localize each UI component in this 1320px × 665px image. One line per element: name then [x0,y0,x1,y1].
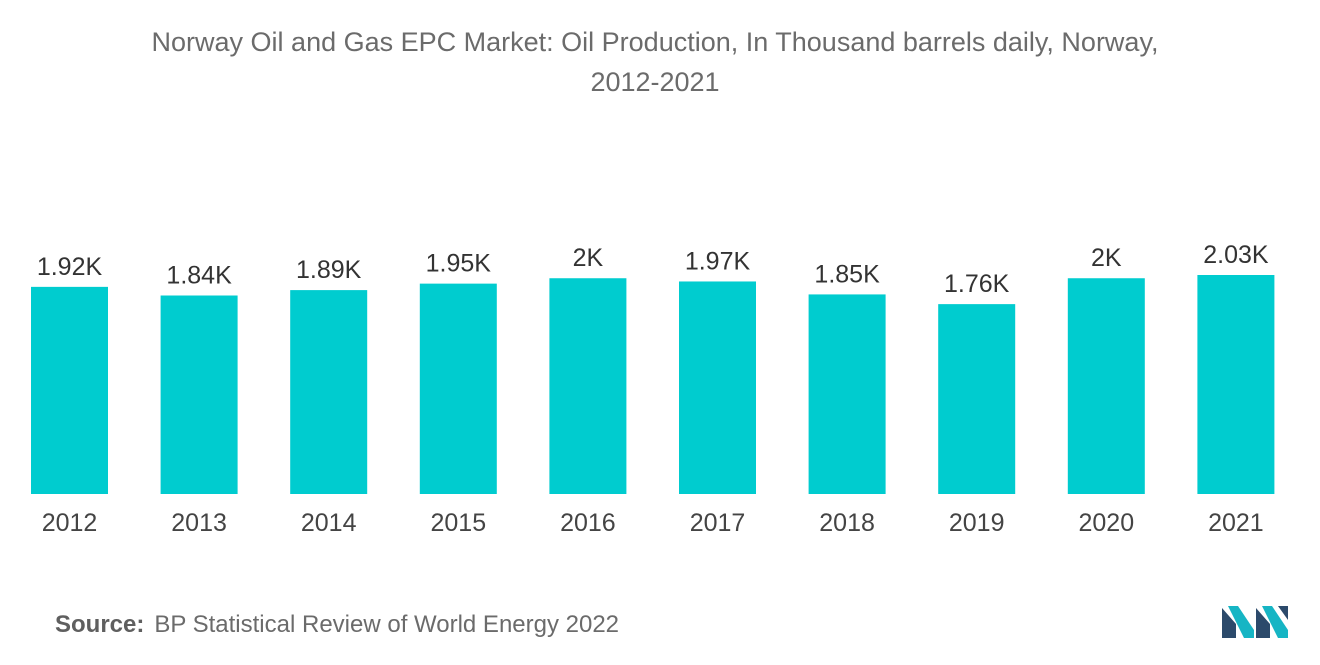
bar-2012 [31,286,108,494]
chart-title-line-2: 2012-2021 [590,67,720,97]
bar-value-label-2016: 2K [573,244,604,272]
x-tick-label-2019: 2019 [949,509,1005,537]
bar-value-label-2019: 1.76K [944,270,1010,298]
bar-value-label-2015: 1.95K [426,250,492,278]
x-tick-label-2017: 2017 [690,509,746,537]
chart-title: Norway Oil and Gas EPC Market: Oil Produ… [0,22,1310,102]
x-tick-label-2015: 2015 [430,509,486,537]
bar-2015 [419,283,497,494]
x-tick-label-2013: 2013 [171,509,227,537]
chart-title-line-1: Norway Oil and Gas EPC Market: Oil Produ… [151,27,1159,57]
bar-2018 [808,294,886,494]
bar-value-label-2018: 1.85K [814,260,880,288]
bar-2019 [938,304,1016,494]
source-text: BP Statistical Review of World Energy 20… [154,611,620,638]
bar-2020 [1067,278,1145,494]
bar-value-label-2013: 1.84K [166,261,232,289]
source-label: Source: [55,611,145,638]
bar-value-label-2014: 1.89K [296,256,362,284]
bar-value-label-2020: 2K [1091,244,1122,272]
bar-2014 [290,290,368,494]
x-tick-label-2014: 2014 [301,509,357,537]
x-tick-label-2021: 2021 [1208,509,1264,537]
x-tick-label-2018: 2018 [819,509,875,537]
x-tick-label-2012: 2012 [42,509,98,537]
x-tick-label-2020: 2020 [1078,509,1134,537]
bar-value-label-2012: 1.92K [37,253,103,281]
bar-2021 [1197,275,1275,494]
bar-2017 [679,281,756,494]
mordor-intelligence-logo-icon [1222,606,1288,638]
bar-2013 [160,295,238,494]
source-note: Source: BP Statistical Review of World En… [55,611,619,639]
x-tick-label-2016: 2016 [560,509,616,537]
bar-2016 [549,278,627,494]
bar-value-label-2021: 2.03K [1203,241,1269,269]
bar-value-label-2017: 1.97K [685,247,751,275]
